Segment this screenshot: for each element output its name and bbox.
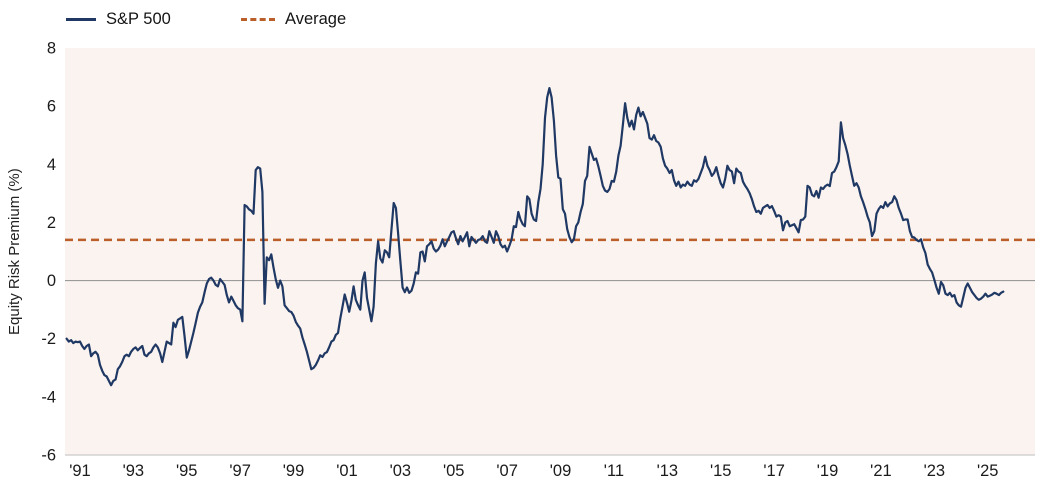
x-tick-label: '95	[176, 462, 198, 480]
legend-label-sp500: S&P 500	[106, 9, 171, 28]
plot-background	[65, 48, 1035, 455]
x-tick-label: '03	[390, 462, 412, 480]
x-tick-label: '05	[443, 462, 465, 480]
legend-item-sp500: S&P 500	[66, 7, 171, 31]
y-tick-label: -2	[41, 330, 56, 348]
x-tick-label: '01	[336, 462, 358, 480]
x-tick-label: '19	[817, 462, 839, 480]
sp500-line-marker-icon	[66, 17, 96, 21]
x-tick-label: '99	[283, 462, 305, 480]
x-tick-label: '91	[69, 462, 91, 480]
y-tick-label: 2	[47, 214, 56, 232]
x-tick-label: '15	[710, 462, 732, 480]
x-tick-label: '93	[123, 462, 145, 480]
y-tick-label: 8	[47, 40, 56, 58]
y-tick-label: -6	[41, 447, 56, 465]
y-tick-label: 0	[47, 272, 56, 290]
x-tick-label: '07	[496, 462, 518, 480]
y-tick-label: 4	[47, 156, 56, 174]
y-tick-label: -4	[41, 388, 56, 406]
x-tick-label: '97	[229, 462, 251, 480]
average-line-marker-icon	[241, 17, 275, 21]
legend-label-average: Average	[285, 9, 347, 28]
x-tick-label: '11	[604, 462, 624, 480]
x-tick-label: '13	[657, 462, 679, 480]
x-tick-label: '17	[763, 462, 785, 480]
x-tick-label: '21	[870, 462, 892, 480]
sp500-line	[65, 86, 1005, 387]
x-tick-label: '09	[550, 462, 572, 480]
y-tick-label: 6	[47, 98, 56, 116]
legend-item-average: Average	[241, 7, 346, 31]
x-tick-label: '23	[924, 462, 946, 480]
x-tick-label: '25	[977, 462, 999, 480]
